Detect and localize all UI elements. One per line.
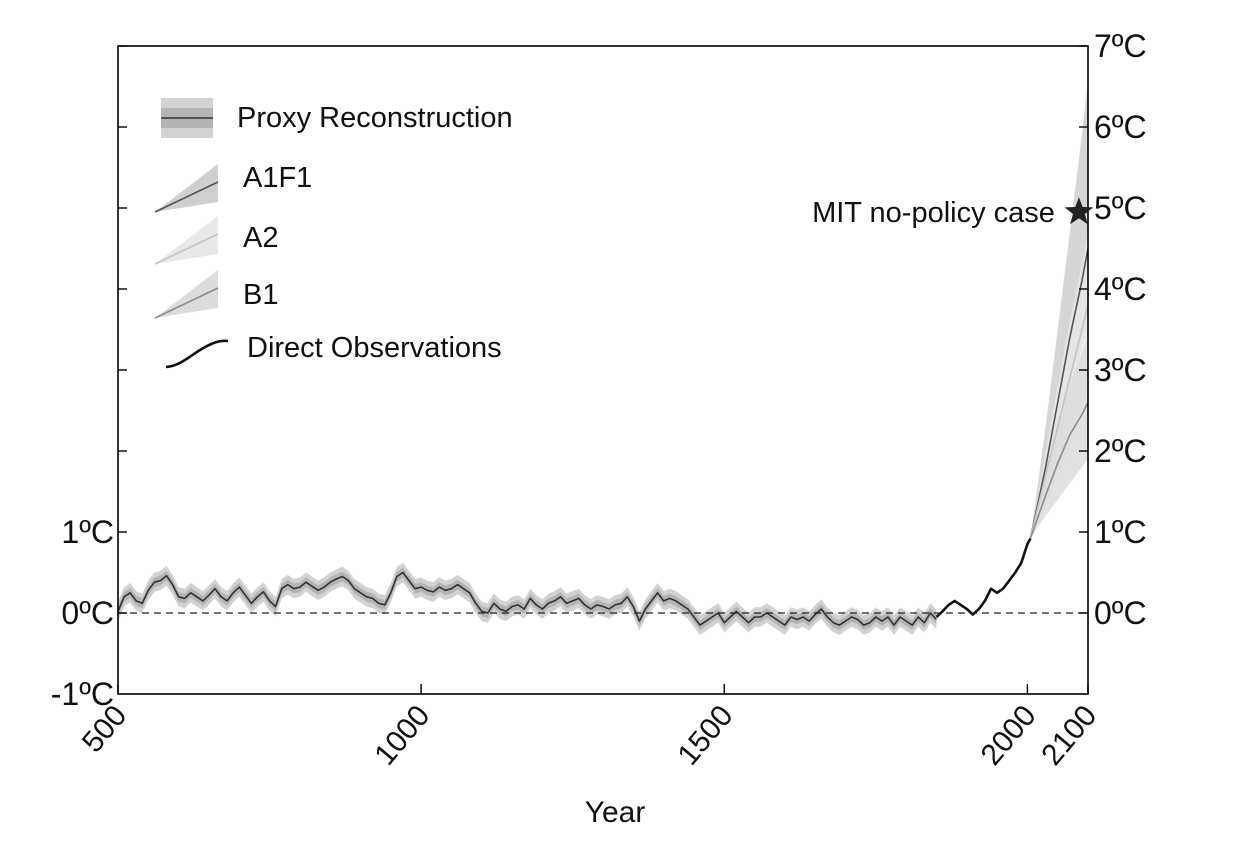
a2-line (1029, 305, 1089, 539)
y-right-tick-label: 0ºC (1094, 595, 1147, 631)
b1-line (1029, 402, 1089, 539)
legend-label-proxy: Proxy Reconstruction (237, 102, 513, 134)
direct-observations-line (935, 537, 1032, 618)
legend-a1f1-band-swatch (155, 164, 218, 212)
x-tick-label: 2100 (1035, 699, 1103, 771)
legend-a1f1-line-swatch (154, 181, 219, 213)
x-tick-label: 1000 (368, 699, 436, 771)
series-lines (117, 248, 1089, 626)
uncertainty-bands (118, 78, 1088, 635)
legend-label-a2: A2 (243, 222, 278, 254)
y-right-tick-label: 5ºC (1094, 190, 1147, 226)
legend-label-b1: B1 (243, 279, 278, 311)
annotation-label: MIT no-policy case (812, 197, 1055, 229)
legend-observations-line-swatch (165, 339, 229, 369)
legend-b1-band-swatch (155, 270, 218, 318)
proxy-reconstruction-band-1 (118, 562, 937, 635)
x-axis-label: Year (585, 796, 646, 829)
proxy-reconstruction-band-2 (118, 567, 937, 630)
x-tick-label: 1500 (671, 699, 739, 771)
legend-label-a1f1: A1F1 (243, 162, 312, 194)
star-marker-icon (1064, 197, 1094, 225)
y-right-tick-label: 3ºC (1094, 352, 1147, 388)
legend-b1-line-swatch (154, 287, 219, 319)
a1f1-line (1029, 248, 1089, 539)
y-right-tick-label: 1ºC (1094, 514, 1147, 550)
mit-no-policy-annotation: MIT no-policy case (812, 197, 1094, 229)
a2-band (1030, 232, 1088, 539)
legend-a2-band-swatch (155, 216, 218, 264)
legend-label-observations: Direct Observations (247, 332, 502, 364)
x-tick-label: 2000 (975, 699, 1043, 771)
legend: Proxy Reconstruction A1F1 A2 B1 Direct Obser… (154, 98, 513, 369)
y-right-tick-label: 4ºC (1094, 271, 1147, 307)
b1-band (1030, 337, 1088, 539)
y-left-tick-label: 1ºC (61, 514, 114, 550)
y-right-tick-label: 7ºC (1094, 28, 1147, 64)
y-left-tick-label: -1ºC (51, 676, 114, 712)
axis-ticks: 500 1000 1500 200021000ºC1ºC2ºC3ºC4ºC5ºC6ºC… (51, 28, 1147, 772)
proxy-reconstruction-line (117, 571, 937, 626)
y-left-tick-label: 0ºC (61, 595, 114, 631)
legend-a2-line-swatch (154, 233, 219, 265)
y-right-tick-label: 6ºC (1094, 109, 1147, 145)
y-right-tick-label: 2ºC (1094, 433, 1147, 469)
